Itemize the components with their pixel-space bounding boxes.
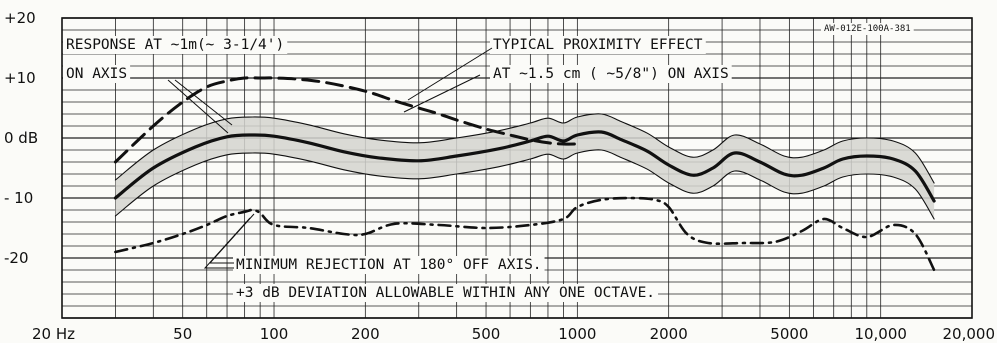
y-tick-label: +10 (4, 69, 36, 87)
tick-labels: +20 +10 0 dB - 10 -20 20 Hz 50 100 200 500 1000 200… (4, 9, 995, 343)
x-tick-label: 1000 (558, 325, 596, 343)
x-tick-label: 100 (260, 325, 289, 343)
series-group (113, 76, 936, 272)
annotation-group: RESPONSE AT ∼1m(∼ 3-1/4') ON AXIS TYPICAL … (63, 23, 914, 302)
leader-rejection-2 (203, 217, 251, 269)
annotation-response-line2-bg (63, 65, 131, 83)
annotation-rejection-bg (233, 256, 545, 274)
x-tick-label: 20,000 (943, 325, 996, 343)
tolerance-band (115, 113, 935, 219)
annotation-proximity-line1: TYPICAL PROXIMITY EFFECT (493, 37, 703, 53)
annotation-rejection: MINIMUM REJECTION AT 180° OFF AXIS. (236, 257, 542, 273)
chart-code-label-bg (821, 23, 914, 35)
x-tick-label: 50 (173, 325, 192, 343)
on-axis-response-line (113, 130, 936, 203)
annotation-response-line1-bg (63, 36, 288, 54)
x-tick-label: 5000 (770, 325, 808, 343)
plot-frame (61, 17, 973, 319)
plot-border (61, 17, 973, 319)
x-tick-label: 2000 (650, 325, 688, 343)
leader-proximity-2 (403, 74, 481, 113)
annotation-proximity-line2-bg (490, 65, 732, 83)
annotation-deviation-bg (233, 284, 659, 302)
annotation-response-line2: ON AXIS (66, 66, 127, 82)
y-tick-label: 0 dB (4, 129, 38, 147)
x-tick-label: 20 Hz (32, 325, 75, 343)
leader-response-2 (174, 79, 233, 126)
annotation-deviation: +3 dB DEVIATION ALLOWABLE WITHIN ANY ONE… (236, 285, 655, 301)
y-tick-label: -20 (4, 249, 29, 267)
annotation-response-line1: RESPONSE AT ∼1m(∼ 3-1/4') (66, 37, 284, 53)
leader-proximity-1 (407, 47, 493, 101)
chart-code-label: AW-012E-100A-381 (824, 24, 911, 34)
x-tick-label: 500 (472, 325, 501, 343)
leader-response-1 (167, 79, 229, 134)
tolerance-upper-line (114, 113, 935, 184)
y-tick-label: +20 (4, 9, 36, 27)
annotation-proximity-line1-bg (490, 36, 706, 54)
tolerance-lower-line (114, 149, 935, 220)
y-tick-label: - 10 (4, 189, 33, 207)
x-tick-label: 200 (351, 325, 380, 343)
x-tick-label: 10,000 (854, 325, 907, 343)
proximity-effect-line (113, 76, 579, 164)
annotation-proximity-line2: AT ∼1.5 cm ( ∼5/8") ON AXIS (493, 66, 729, 82)
rejection-180-line (114, 196, 936, 272)
